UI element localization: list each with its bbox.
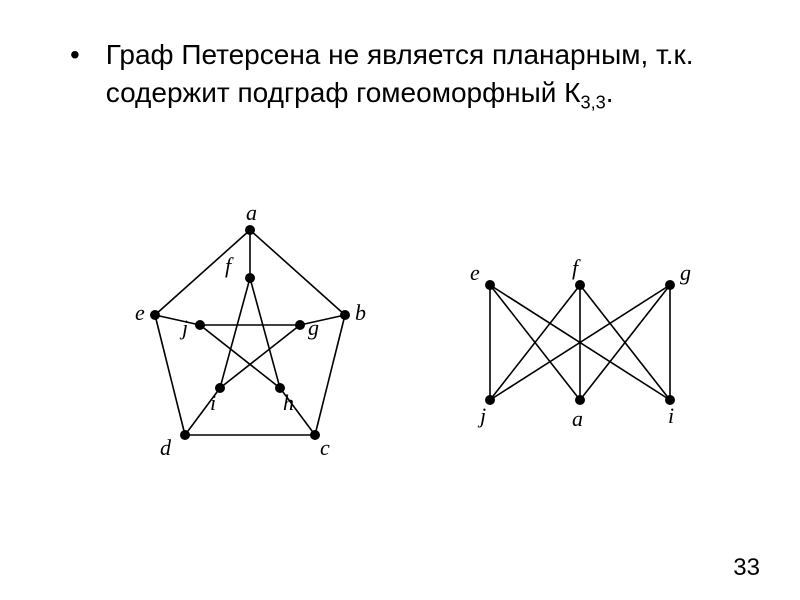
node-label-c: c: [320, 435, 330, 460]
edge-f-h: [250, 278, 280, 388]
node-label-f: f: [572, 255, 581, 280]
node-e: [485, 280, 495, 290]
node-a: [245, 225, 255, 235]
node-e: [150, 310, 160, 320]
node-label-i: i: [668, 403, 674, 428]
slide-text: • Граф Петерсена не является планарным, …: [70, 36, 740, 115]
figures-area: a b c d e f g h i j e f g j a i: [0, 200, 800, 520]
node-label-d: d: [160, 435, 172, 460]
node-label-g: g: [680, 260, 691, 285]
node-label-a: a: [246, 200, 257, 225]
edge-d-e: [155, 315, 185, 435]
node-g: [295, 320, 305, 330]
node-c: [310, 430, 320, 440]
edge-h-j: [200, 325, 280, 388]
node-label-i: i: [210, 390, 216, 415]
node-b: [340, 310, 350, 320]
node-j: [195, 320, 205, 330]
node-label-h: h: [283, 390, 294, 415]
page-number: 33: [733, 554, 760, 582]
node-f: [575, 280, 585, 290]
edge-i-f: [220, 278, 250, 388]
edge-b-g: [300, 315, 345, 325]
edge-g-i: [220, 325, 300, 388]
node-a: [575, 395, 585, 405]
node-label-j: j: [477, 403, 486, 428]
node-label-j: j: [179, 315, 188, 340]
node-j: [485, 395, 495, 405]
edge-b-c: [315, 315, 345, 435]
node-label-a: a: [572, 406, 583, 431]
bullet-glyph: •: [70, 36, 98, 74]
node-f: [245, 273, 255, 283]
period: .: [606, 77, 614, 108]
node-label-g: g: [308, 315, 319, 340]
node-label-e: e: [135, 300, 145, 325]
edge-e-a: [155, 230, 250, 315]
graphs-svg: a b c d e f g h i j e f g j a i: [0, 200, 800, 520]
edge-e-j: [155, 315, 200, 325]
node-d: [180, 430, 190, 440]
node-label-b: b: [355, 300, 366, 325]
node-label-e: e: [470, 260, 480, 285]
subscript: 3,3: [580, 92, 605, 112]
node-i: [215, 383, 225, 393]
paragraph: Граф Петерсена не является планарным, т.…: [106, 36, 736, 115]
node-g: [665, 280, 675, 290]
node-label-f: f: [225, 253, 234, 278]
edge-a-b: [250, 230, 345, 315]
